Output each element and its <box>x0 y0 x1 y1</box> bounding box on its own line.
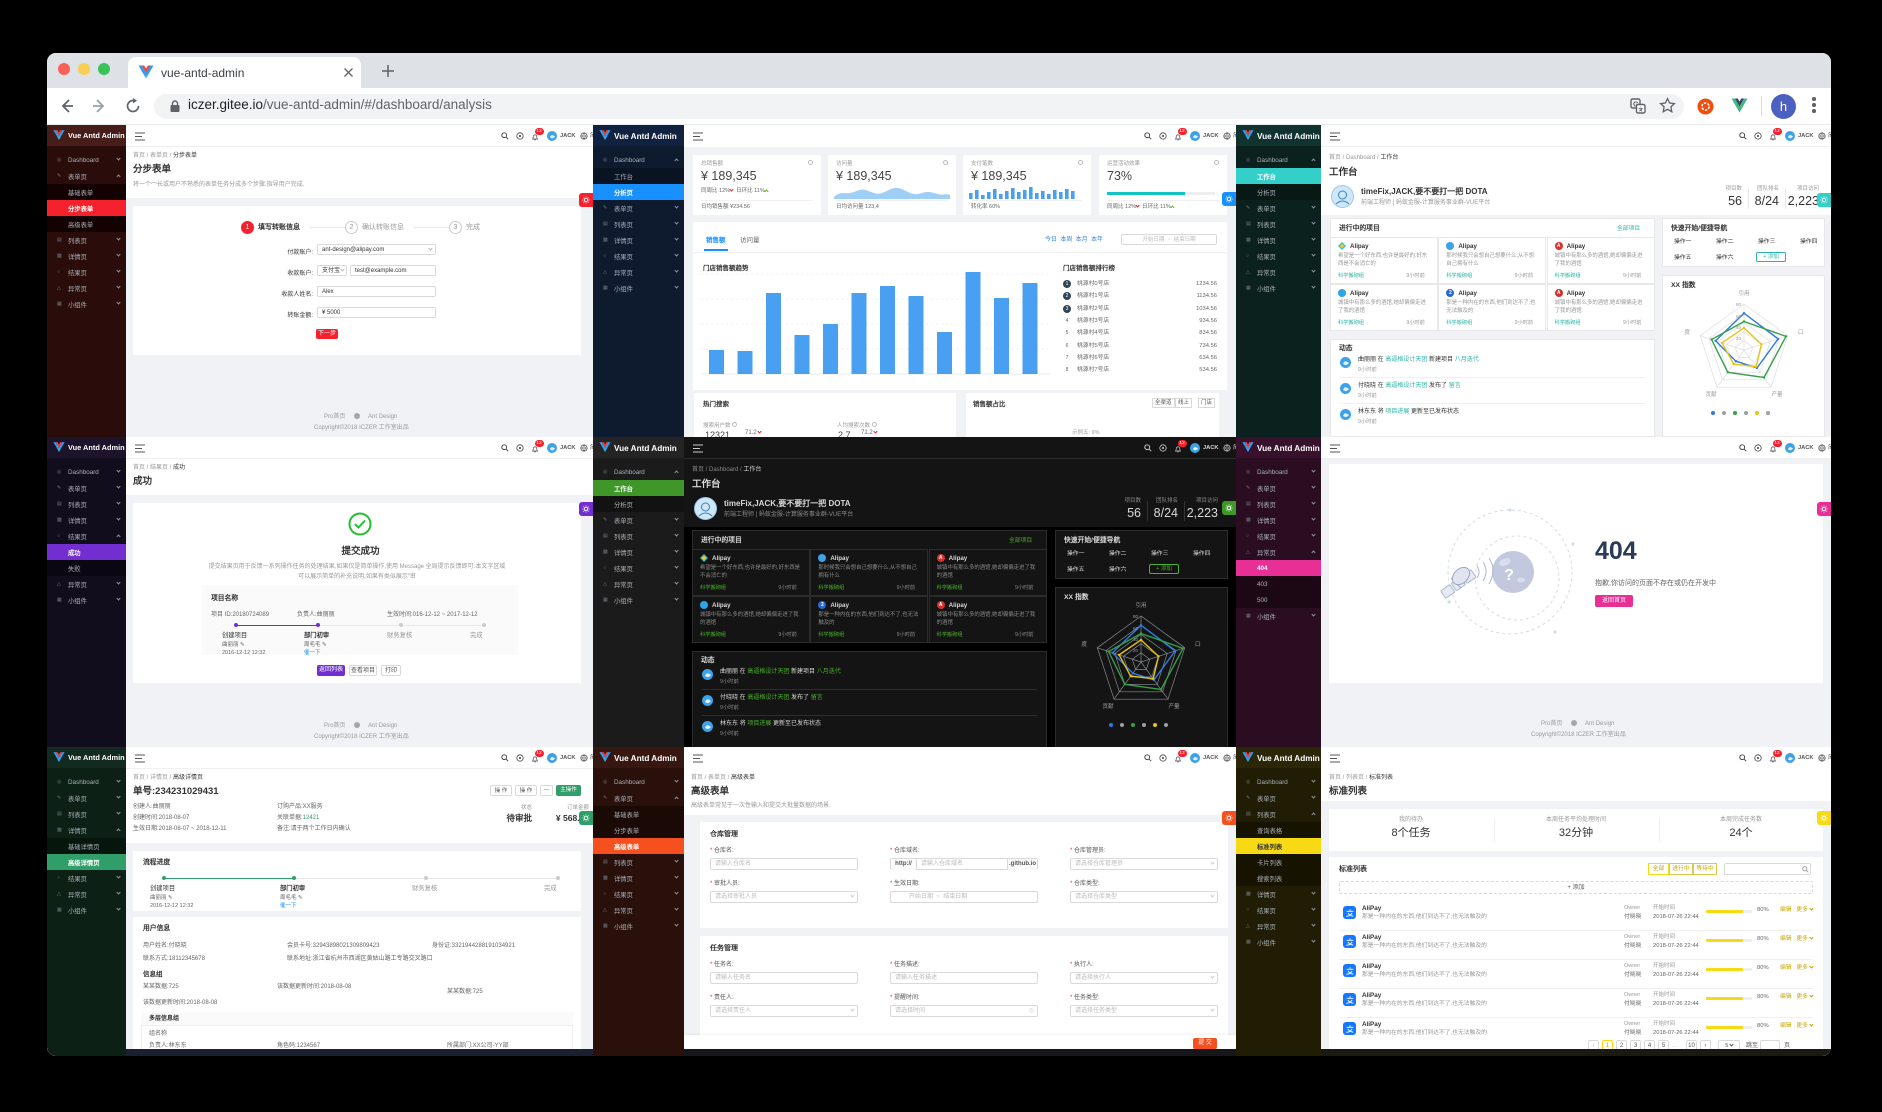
svg-text:G: G <box>1633 100 1639 109</box>
svg-text:口碁: 口碁 <box>1798 328 1804 336</box>
svg-text:60: 60 <box>1133 626 1139 631</box>
svg-text:20: 20 <box>1736 336 1742 341</box>
svg-text:80: 80 <box>1736 302 1742 307</box>
svg-text:口碁: 口碁 <box>1195 640 1201 648</box>
svg-text:40: 40 <box>1736 325 1742 330</box>
svg-text:?: ? <box>1504 567 1514 584</box>
svg-text:贡献: 贡献 <box>1705 390 1717 398</box>
svg-text:贡献: 贡献 <box>1102 702 1114 710</box>
svg-text:引用: 引用 <box>1135 601 1146 609</box>
svg-text:80: 80 <box>1133 614 1139 619</box>
svg-text:热度: 热度 <box>1684 328 1690 336</box>
svg-text:20: 20 <box>1133 648 1139 653</box>
svg-text:产量: 产量 <box>1168 702 1180 710</box>
svg-text:引用: 引用 <box>1738 289 1749 297</box>
svg-text:热度: 热度 <box>1081 640 1087 648</box>
svg-text:40: 40 <box>1133 637 1139 642</box>
svg-text:60: 60 <box>1736 314 1742 319</box>
svg-text:产量: 产量 <box>1771 390 1783 398</box>
